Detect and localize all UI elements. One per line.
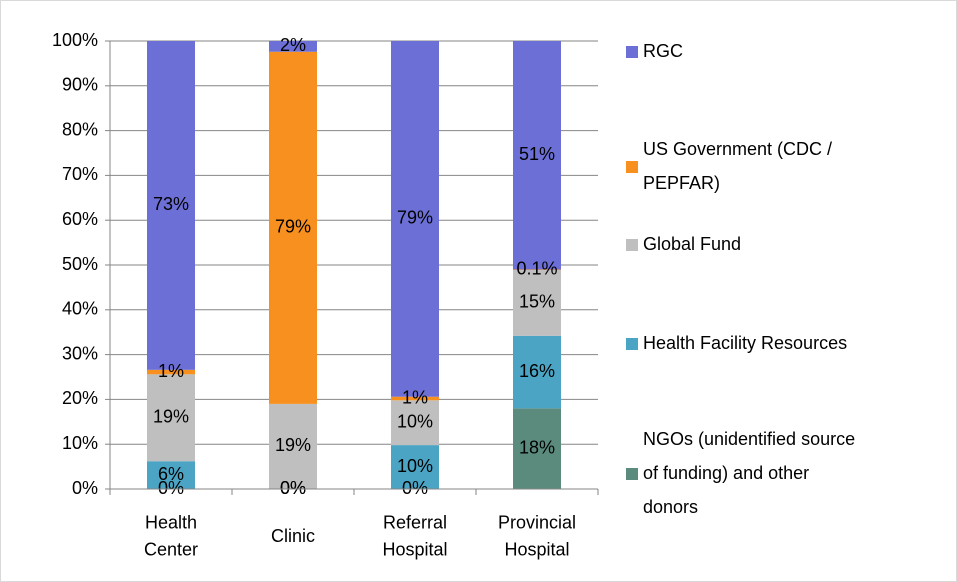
legend-swatch — [626, 161, 638, 173]
y-tick-label: 20% — [62, 388, 98, 408]
bar-segment — [513, 41, 561, 270]
data-label: 51% — [519, 144, 555, 164]
bar-segment — [391, 445, 439, 489]
data-label: 0% — [402, 478, 428, 498]
legend-swatch — [626, 338, 638, 350]
data-label: 1% — [158, 361, 184, 381]
legend-label: RGC — [643, 41, 683, 61]
data-label: 1% — [402, 387, 428, 407]
bar-segment — [147, 369, 195, 375]
legend-swatch — [626, 239, 638, 251]
data-label: 18% — [519, 437, 555, 457]
data-label: 15% — [519, 292, 555, 312]
data-label: 0% — [280, 478, 306, 498]
x-tick-label: Referral Hospital — [382, 512, 447, 559]
data-label: 10% — [397, 411, 433, 431]
y-tick-label: 70% — [62, 164, 98, 184]
y-tick-label: 80% — [62, 119, 98, 139]
legend-swatch — [626, 46, 638, 58]
bar-segment — [147, 41, 195, 370]
x-tick-label: Clinic — [271, 526, 315, 546]
data-label: 16% — [519, 361, 555, 381]
data-label: 2% — [280, 35, 306, 55]
bar-segment — [513, 269, 561, 336]
legend-label: Global Fund — [643, 234, 741, 254]
data-label: 0% — [280, 478, 306, 498]
bar-segment — [391, 396, 439, 401]
data-label: 0% — [158, 478, 184, 498]
data-label: 6% — [158, 464, 184, 484]
legend-swatch — [626, 468, 638, 480]
data-label: 19% — [275, 435, 311, 455]
bar-segment — [513, 335, 561, 409]
data-label: 10% — [397, 456, 433, 476]
y-tick-label: 0% — [72, 478, 98, 498]
y-tick-label: 100% — [52, 30, 98, 50]
bar-segment — [391, 400, 439, 446]
y-tick-label: 50% — [62, 254, 98, 274]
bar-segment — [147, 461, 195, 489]
data-label: 79% — [275, 217, 311, 237]
bar-segment — [147, 374, 195, 462]
legend-label: US Government (CDC / PEPFAR) — [643, 139, 832, 193]
legend-label: NGOs (unidentified source of funding) and… — [643, 429, 855, 517]
y-tick-label: 60% — [62, 209, 98, 229]
data-label: 19% — [153, 407, 189, 427]
y-tick-label: 90% — [62, 75, 98, 95]
data-label: 79% — [397, 208, 433, 228]
bar-segment — [391, 41, 439, 397]
x-tick-label: Provincial Hospital — [498, 512, 576, 559]
legend-label: Health Facility Resources — [643, 333, 847, 353]
bar-segment — [269, 403, 317, 489]
bar-segment — [269, 41, 317, 52]
y-tick-label: 30% — [62, 343, 98, 363]
x-tick-label: Health Center — [144, 512, 198, 559]
y-tick-label: 40% — [62, 299, 98, 319]
bar-segment — [513, 408, 561, 489]
y-tick-label: 10% — [62, 433, 98, 453]
bar-segment — [269, 51, 317, 404]
data-label: 73% — [153, 194, 189, 214]
data-label: 0.1% — [516, 258, 557, 278]
